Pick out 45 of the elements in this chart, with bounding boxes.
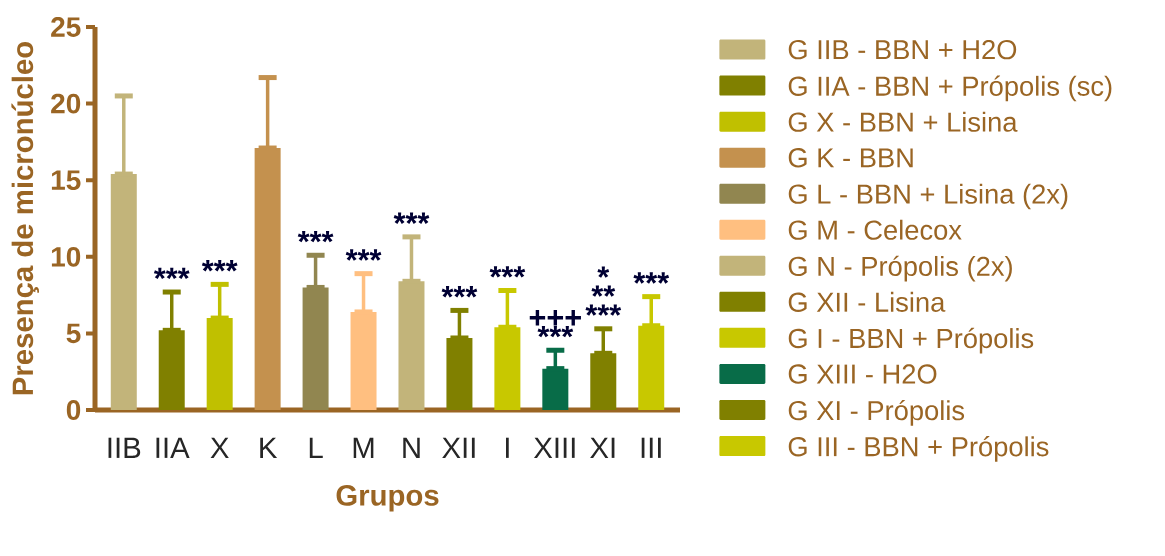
legend-label: G XI - Própolis bbox=[788, 399, 965, 426]
x-tick-label: IIA bbox=[156, 437, 190, 458]
annotation: *** bbox=[537, 325, 574, 338]
legend-label: G K - BBN bbox=[788, 148, 913, 168]
y-tick-label: 5 bbox=[66, 323, 81, 344]
x-tick-label: M bbox=[353, 437, 374, 458]
y-tick-label: 20 bbox=[51, 93, 81, 114]
annotation: *** bbox=[489, 266, 526, 278]
x-tick-label: XI bbox=[590, 437, 615, 458]
x-tick-label: XII bbox=[442, 437, 475, 458]
annotation: * bbox=[597, 266, 610, 278]
legend-label: G I - BBN + Própolis bbox=[788, 327, 1034, 354]
legend-label: G XIII - H2O bbox=[788, 364, 937, 384]
annotation: *** bbox=[201, 260, 238, 272]
legend-label: G N - Própolis (2x) bbox=[788, 255, 1012, 282]
x-axis-title: Grupos bbox=[336, 485, 439, 512]
x-tick-label: I bbox=[506, 437, 509, 458]
y-tick-label: 10 bbox=[51, 246, 81, 267]
legend-label: G XII - Lisina bbox=[788, 291, 946, 312]
y-tick-label: 0 bbox=[66, 400, 81, 420]
y-tick-label: 25 bbox=[51, 17, 81, 37]
legend-label: G L - BBN + Lisina (2x) bbox=[788, 183, 1068, 210]
legend-label: G M - Celecox bbox=[788, 219, 962, 240]
x-tick-label: X bbox=[210, 437, 229, 458]
x-tick-label: XIII bbox=[533, 437, 575, 458]
x-tick-label: K bbox=[260, 437, 278, 458]
legend-label: G III - BBN + Própolis bbox=[788, 436, 1049, 462]
annotation: *** bbox=[441, 286, 478, 298]
y-axis-title: Presença de micronúcleo bbox=[11, 41, 39, 395]
x-tick-label: IIB bbox=[108, 437, 141, 458]
annotation: *** bbox=[393, 212, 430, 224]
x-tick-label: N bbox=[403, 437, 420, 458]
legend-label: G IIB - BBN + H2O bbox=[788, 39, 1017, 60]
legend-label: G IIA - BBN + Própolis (sc) bbox=[788, 75, 1112, 102]
annotation: *** bbox=[345, 249, 382, 261]
annotation: *** bbox=[153, 267, 190, 280]
annotation: *** bbox=[585, 304, 622, 316]
annotation: ** bbox=[591, 285, 616, 297]
x-tick-label: III bbox=[641, 437, 661, 458]
legend-label: G X - BBN + Lisina bbox=[788, 111, 1018, 132]
annotation: *** bbox=[297, 230, 334, 243]
x-tick-label: L bbox=[309, 437, 323, 458]
annotation: *** bbox=[633, 272, 670, 284]
annotation: +++ bbox=[529, 310, 581, 326]
y-tick-label: 15 bbox=[51, 170, 81, 190]
